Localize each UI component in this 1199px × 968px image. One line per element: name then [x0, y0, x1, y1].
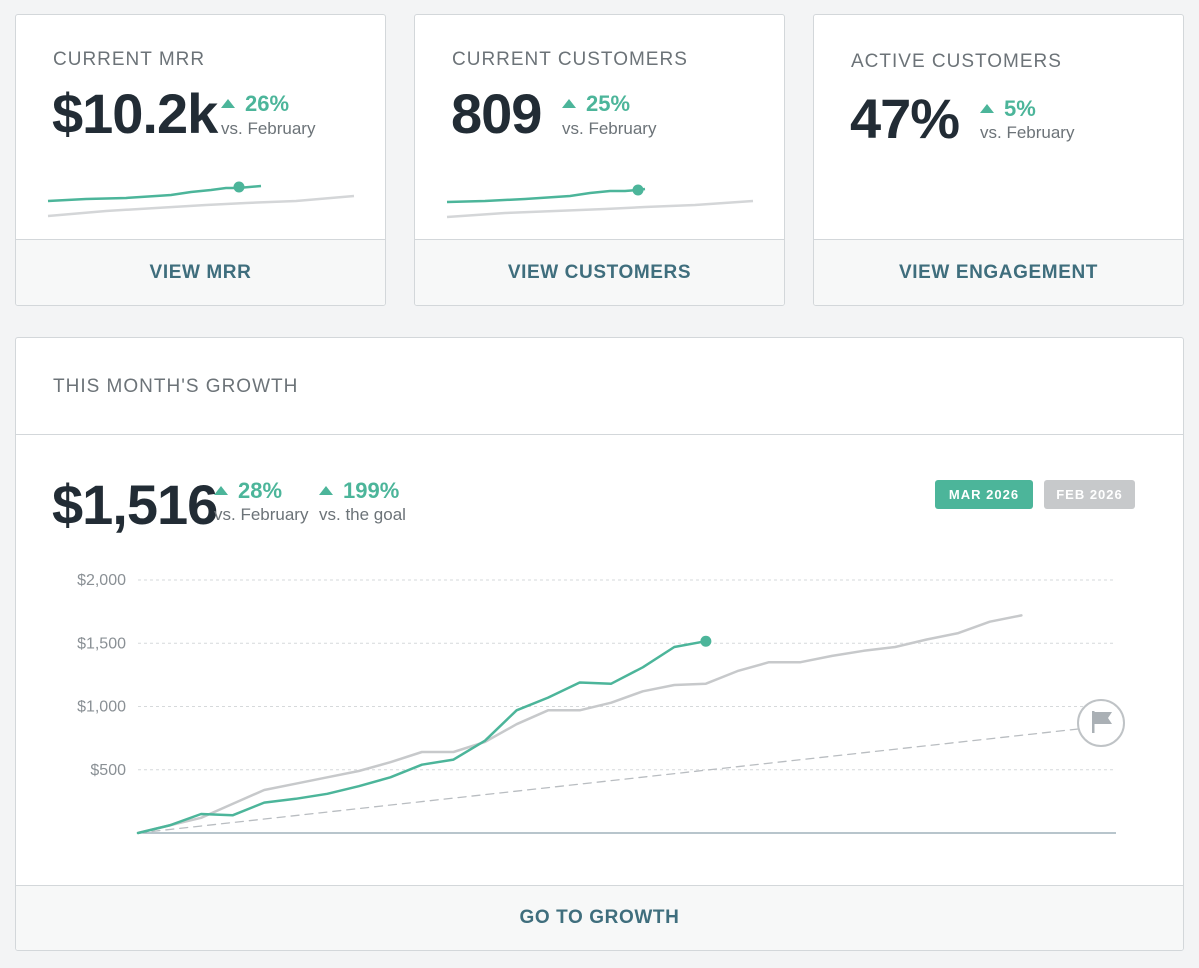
y-tick-label-500: $500	[90, 762, 126, 779]
active-customers-delta-value: 5%	[1004, 96, 1036, 121]
series-endpoint-mar-2026	[700, 635, 712, 647]
flag-icon	[1092, 711, 1112, 733]
growth-header: THIS MONTH'S GROWTH	[16, 338, 1183, 435]
customers-label: CURRENT CUSTOMERS	[452, 49, 688, 70]
growth-title: THIS MONTH'S GROWTH	[53, 376, 299, 397]
series-line-feb-2026	[136, 614, 1023, 835]
growth-delta-month: 28%	[214, 478, 282, 504]
growth-value: $1,516	[52, 473, 218, 536]
goal-flag-marker	[1077, 699, 1125, 747]
go-to-growth-button[interactable]: GO TO GROWTH	[16, 885, 1183, 950]
up-arrow-icon	[319, 485, 333, 495]
active-customers-card: ACTIVE CUSTOMERS 47% 5% vs. February VIE…	[813, 14, 1184, 306]
customers-comparison: vs. February	[562, 119, 657, 138]
y-tick-label-1500: $1,500	[77, 635, 126, 652]
growth-delta-month-value: 28%	[238, 478, 283, 503]
legend-feb-2026[interactable]: FEB 2026	[1044, 480, 1135, 509]
mrr-delta-value: 26%	[245, 91, 290, 116]
series-line-goal	[137, 724, 1117, 834]
up-arrow-icon	[562, 98, 576, 108]
customers-sparkline	[446, 184, 754, 219]
customers-sparkline-endpoint	[632, 184, 644, 196]
growth-chart: $500 $1,000 $1,500 $2,000	[77, 572, 1125, 835]
mrr-comparison: vs. February	[221, 119, 316, 138]
customers-value: 809	[451, 82, 542, 145]
growth-delta-month-comparison: vs. February	[214, 505, 309, 524]
growth-delta-goal-comparison: vs. the goal	[319, 505, 406, 524]
up-arrow-icon	[980, 103, 994, 113]
growth-card: THIS MONTH'S GROWTH $1,516 28% vs. Febru…	[15, 337, 1184, 951]
mrr-label: CURRENT MRR	[53, 49, 206, 70]
up-arrow-icon	[221, 98, 235, 108]
up-arrow-icon	[214, 485, 228, 495]
active-customers-label: ACTIVE CUSTOMERS	[851, 51, 1062, 72]
y-tick-label-1000: $1,000	[77, 699, 126, 716]
view-engagement-button[interactable]: VIEW ENGAGEMENT	[814, 239, 1183, 305]
customers-delta-value: 25%	[586, 91, 631, 116]
view-customers-button[interactable]: VIEW CUSTOMERS	[415, 239, 784, 305]
mrr-sparkline-endpoint	[233, 181, 245, 193]
customers-sparkline-current	[446, 187, 646, 204]
customers-sparkline-previous	[446, 199, 754, 219]
active-customers-delta: 5%	[980, 96, 1036, 122]
mrr-sparkline-current	[47, 184, 262, 203]
mrr-card: CURRENT MRR $10.2k 26% vs. February VIEW…	[15, 14, 386, 306]
legend-mar-2026[interactable]: MAR 2026	[935, 480, 1033, 509]
view-mrr-button[interactable]: VIEW MRR	[16, 239, 385, 305]
mrr-sparkline-previous	[47, 194, 355, 218]
mrr-value: $10.2k	[52, 82, 218, 145]
active-customers-comparison: vs. February	[980, 123, 1075, 142]
customers-card: CURRENT CUSTOMERS 809 25% vs. February V…	[414, 14, 785, 306]
mrr-delta: 26%	[221, 91, 289, 117]
growth-delta-goal-value: 199%	[343, 478, 400, 503]
y-tick-label-2000: $2,000	[77, 572, 126, 589]
growth-delta-goal: 199%	[319, 478, 399, 504]
series-line-mar-2026	[136, 639, 708, 835]
customers-delta: 25%	[562, 91, 630, 117]
mrr-sparkline	[47, 181, 355, 218]
active-customers-value: 47%	[850, 87, 960, 150]
